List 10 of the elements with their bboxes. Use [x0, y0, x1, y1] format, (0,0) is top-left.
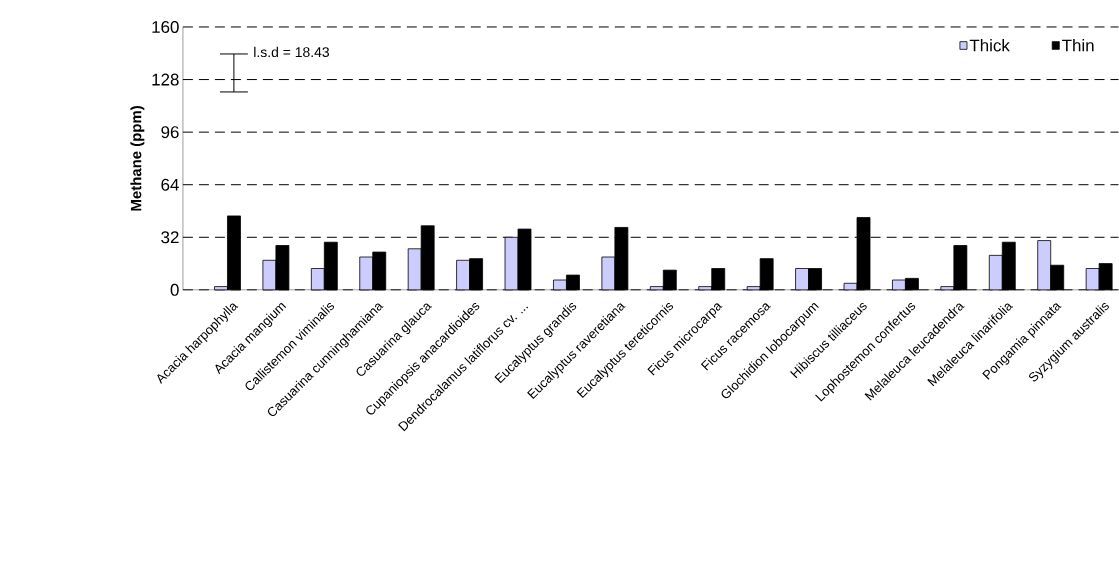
y-tick-label: 128	[152, 73, 179, 86]
y-tick-label: 160	[152, 21, 179, 34]
annotation: l.s.d = 18.43	[254, 46, 329, 58]
legend-label: Thin	[1062, 39, 1094, 52]
legend-label: Thick	[969, 39, 1010, 52]
y-tick-label: 32	[161, 231, 179, 244]
y-axis-title: Methane (ppm)	[130, 106, 145, 211]
y-tick-label: 0	[170, 284, 179, 296]
y-tick-label: 96	[161, 126, 179, 139]
y-tick-label: 64	[161, 178, 179, 191]
